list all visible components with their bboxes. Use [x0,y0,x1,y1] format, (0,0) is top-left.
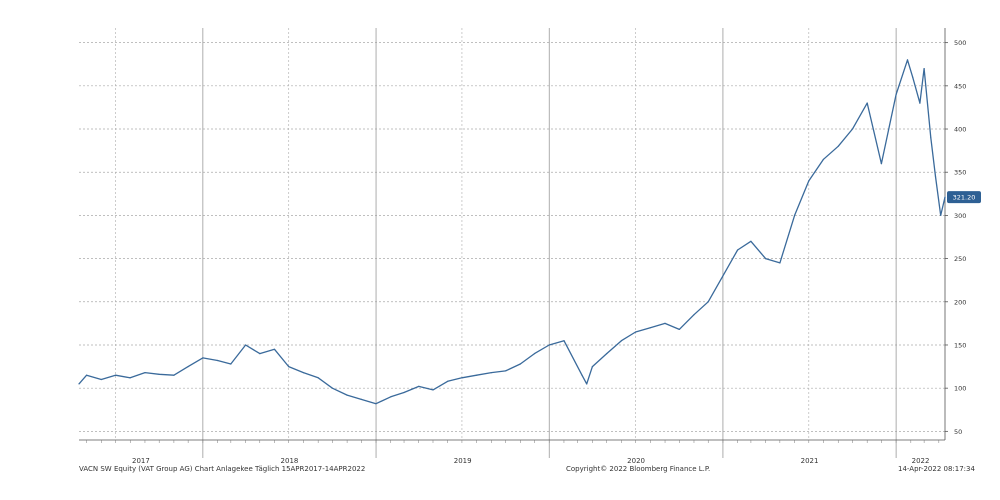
price-point [202,357,204,359]
axes [79,28,948,443]
price-point [360,398,362,400]
price-point [217,359,219,362]
y-tick-label: 250 [954,255,966,263]
grid-lines [79,28,945,458]
price-point [259,353,261,355]
price-point [923,68,925,70]
price-point [722,275,724,277]
price-point [403,391,405,394]
price-point [144,372,146,374]
price-point [476,374,478,376]
price-point [245,344,247,346]
x-tick-label: 2020 [627,457,645,465]
footer-copyright: Copyright© 2022 Bloomberg Finance L.P. [566,465,711,473]
price-point [375,403,377,405]
y-tick-label: 300 [954,212,966,220]
price-point [390,396,392,398]
x-tick-label: 2017 [132,457,150,465]
price-point [837,145,839,147]
price-point [635,331,637,333]
price-point [620,340,623,342]
price-point [664,322,666,324]
y-tick-label: 100 [954,385,966,393]
price-point [944,196,946,198]
price-point [273,348,276,350]
y-tick-label: 150 [954,341,966,349]
price-point [737,249,739,251]
price-point [591,366,594,368]
price-point [581,374,583,376]
price-point [895,93,897,96]
x-tick-label: 2018 [281,457,299,465]
price-point [563,340,565,342]
price-point [930,137,932,139]
footer-timestamp: 14-Apr-2022 08:17:34 [898,465,975,473]
price-point [779,262,781,264]
price-point [906,59,909,61]
y-tick-label: 400 [954,126,966,134]
price-point [230,363,232,365]
last-value-badge: 321.20 [947,191,981,204]
price-point [129,377,131,379]
price-point [678,328,680,330]
price-point [490,372,492,374]
price-point [765,258,767,260]
y-tick-label: 500 [954,39,966,47]
last-value-box [947,191,981,204]
x-tick-label: 2019 [454,457,472,465]
price-point [606,353,608,355]
price-point [693,314,695,316]
price-point [432,389,434,391]
price-point [822,158,825,160]
price-point [288,366,290,368]
price-point [533,353,536,355]
price-point [187,366,189,368]
price-point [505,370,507,372]
price-point [707,301,709,303]
price-point [548,344,550,346]
last-value-label: 321.20 [953,194,976,202]
x-tick-label: 2022 [912,457,930,465]
price-point [173,374,175,376]
price-point [100,378,102,381]
price-point [114,374,117,376]
y-tick-label: 450 [954,82,966,90]
y-tick-label: 350 [954,169,966,177]
price-point [880,163,883,165]
price-point [78,383,80,385]
price-point [919,102,921,104]
price-line [78,59,946,405]
price-point [934,175,937,178]
price-point [346,394,348,396]
series-layer [78,59,946,405]
price-point [851,128,854,130]
price-point [331,387,333,389]
price-point [302,372,304,374]
price-point [808,180,810,182]
price-point [866,102,868,104]
x-tick-label: 2021 [801,457,819,465]
price-point [750,240,752,242]
price-point [940,214,942,216]
price-point [317,377,319,379]
y-tick-label: 50 [954,428,962,436]
tick-labels: 50 100 150 200 250 300 350 400 450 500 2017 2018 201… [132,39,966,465]
y-tick-label: 200 [954,298,966,306]
price-point [586,383,588,385]
price-point [519,363,521,365]
price-point [158,373,160,375]
price-point [461,377,463,379]
price-point [447,380,449,382]
price-point [86,374,88,376]
price-point [912,76,914,78]
price-point [794,214,796,216]
price-point [418,385,420,387]
footer-security-description: VACN SW Equity (VAT Group AG) Chart Anla… [79,465,366,473]
price-point [649,327,651,329]
